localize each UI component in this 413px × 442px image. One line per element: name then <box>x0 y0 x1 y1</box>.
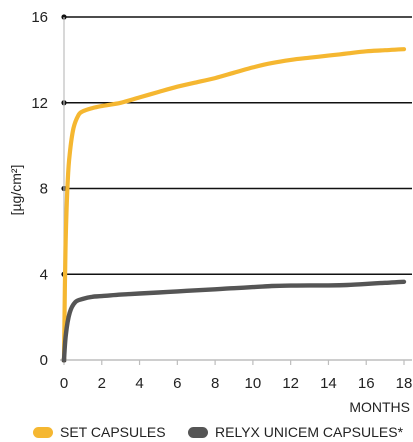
legend-swatch <box>33 427 53 438</box>
legend-swatch <box>188 427 208 438</box>
series-line-1 <box>61 47 407 363</box>
x-tick-label: 10 <box>245 375 262 392</box>
y-tick-label: 4 <box>40 266 48 283</box>
y-tick-labels: 0 4 8 12 16 <box>31 9 48 369</box>
legend-label: SET CAPSULES <box>60 424 166 440</box>
gridlines <box>61 14 412 363</box>
series-lines <box>61 47 407 363</box>
x-tick-label: 0 <box>60 375 68 392</box>
y-tick-label: 8 <box>40 181 48 198</box>
legend-label: RELYX UNICEM CAPSULES* <box>215 424 404 440</box>
x-tick-label: 6 <box>173 375 181 392</box>
series-line-2 <box>61 279 407 363</box>
x-tick-label: 12 <box>282 375 299 392</box>
y-axis-label: [µg/cm²] <box>8 165 24 216</box>
x-tick-labels: 0 2 4 6 8 10 12 14 16 18 <box>60 360 413 392</box>
x-tick-label: 4 <box>135 375 143 392</box>
x-tick-label: 2 <box>98 375 106 392</box>
x-tick-label: 16 <box>358 375 375 392</box>
y-tick-label: 12 <box>31 95 48 112</box>
x-tick-label: 14 <box>320 375 337 392</box>
x-tick-label: 8 <box>211 375 219 392</box>
y-tick-label: 0 <box>40 352 48 369</box>
legend: SET CAPSULES RELYX UNICEM CAPSULES* <box>33 424 404 440</box>
y-tick-label: 16 <box>31 9 48 26</box>
x-axis-label: MONTHS <box>349 399 410 415</box>
x-tick-label: 18 <box>396 375 413 392</box>
